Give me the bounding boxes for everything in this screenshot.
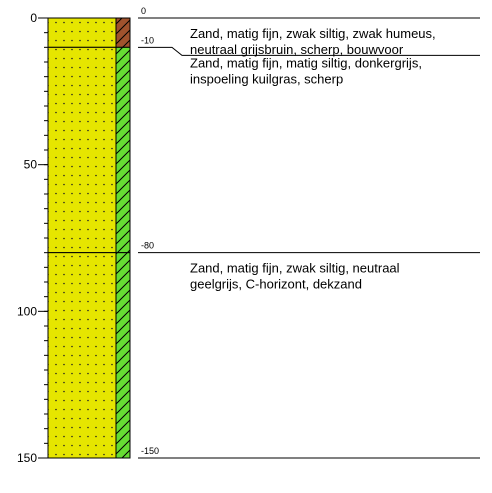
layer-description-line: Zand, matig fijn, matig siltig, donkergr…	[190, 55, 422, 70]
layer-boundary-line	[138, 46, 480, 56]
layer-admixture-hatch	[116, 252, 130, 458]
layer-sand-dots	[48, 18, 116, 48]
boundary-depth-label: -150	[141, 446, 159, 456]
layer-description-line: neutraal grijsbruin, scherp, bouwvoor	[190, 42, 404, 57]
boundary-depth-label: -80	[141, 241, 154, 251]
layer-description-line: Zand, matig fijn, zwak siltig, zwak hume…	[190, 26, 436, 41]
layer-sand-dots	[48, 252, 116, 458]
depth-tick-label: 50	[24, 158, 38, 172]
layer-description-line: inspoeling kuilgras, scherp	[190, 71, 343, 86]
layer-admixture-hatch	[116, 18, 130, 48]
depth-tick-label: 150	[17, 451, 37, 465]
boundary-depth-label: 0	[141, 6, 146, 16]
layer-admixture-hatch	[116, 47, 130, 253]
layer-outline	[47, 252, 131, 459]
layer-sand-dots	[48, 47, 116, 253]
depth-tick-label: 100	[17, 304, 37, 318]
layer-description-line: Zand, matig fijn, zwak siltig, neutraal	[190, 261, 400, 276]
boundary-depth-label: -10	[141, 35, 154, 45]
soil-column	[47, 17, 131, 459]
layer-descriptions: Zand, matig fijn, zwak siltig, zwak hume…	[138, 6, 480, 459]
depth-axis: 0 50 100 150	[17, 11, 49, 465]
layer-description-line: geelgrijs, C-horizont, dekzand	[190, 277, 362, 292]
depth-tick-label: 0	[30, 11, 37, 25]
